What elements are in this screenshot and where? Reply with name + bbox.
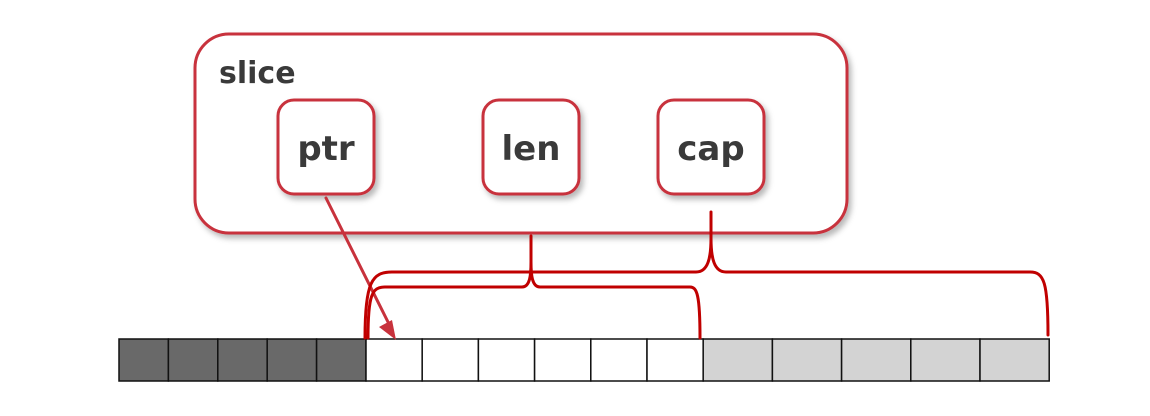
field-len: len xyxy=(481,98,581,196)
array-cell-white xyxy=(421,338,480,382)
array-cell-white xyxy=(365,338,423,382)
array-cell-white xyxy=(590,338,648,382)
backing-array xyxy=(118,338,1050,382)
slice-title: slice xyxy=(219,56,296,91)
len-brace xyxy=(366,234,702,340)
array-cell-dark xyxy=(266,338,318,382)
array-cell-light xyxy=(771,338,843,382)
array-cell-white xyxy=(533,338,592,382)
array-cell-dark xyxy=(167,338,219,382)
len-label: len xyxy=(502,129,561,169)
array-cell-light xyxy=(910,338,981,382)
ptr-arrow xyxy=(324,196,396,340)
ptr-box xyxy=(276,98,376,196)
cap-label: cap xyxy=(677,129,744,169)
array-cell-white xyxy=(477,338,536,382)
field-ptr: ptr xyxy=(276,98,376,196)
field-cap: cap xyxy=(656,98,766,196)
array-cell-dark xyxy=(217,338,268,382)
array-cell-light xyxy=(979,338,1050,382)
array-cell-white xyxy=(646,338,704,382)
ptr-label: ptr xyxy=(297,129,355,169)
array-cell-light xyxy=(702,338,774,382)
array-cell-dark xyxy=(118,338,170,382)
array-cell-dark xyxy=(315,338,367,382)
ptr-arrow-line xyxy=(324,196,394,332)
cap-brace xyxy=(363,210,1050,340)
len-box xyxy=(481,98,581,196)
cap-box xyxy=(656,98,766,196)
ptr-arrowhead xyxy=(379,320,396,340)
array-cell-light xyxy=(840,338,912,382)
